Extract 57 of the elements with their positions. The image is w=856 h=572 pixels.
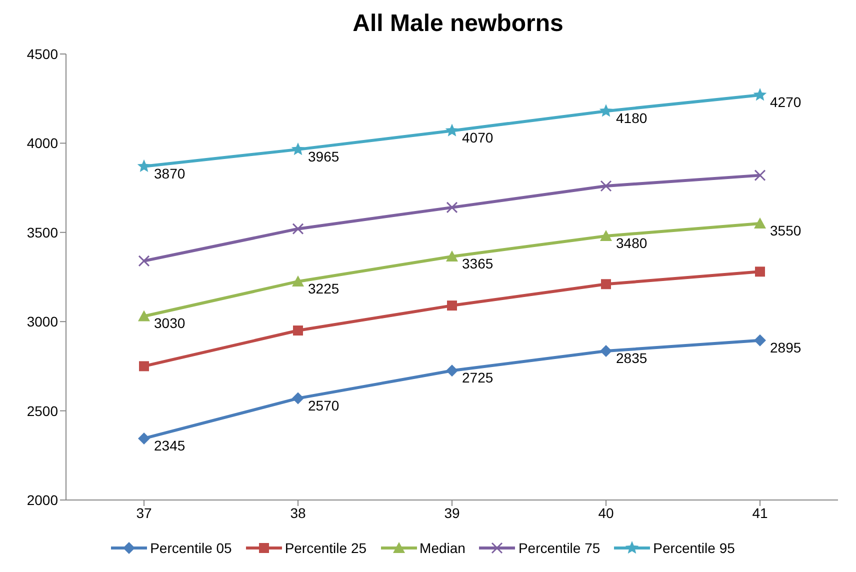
legend-label: Percentile 75 (517, 540, 600, 556)
x-tick-label: 40 (598, 504, 614, 521)
data-label: 4070 (462, 130, 494, 146)
point (754, 217, 766, 228)
point (445, 124, 459, 136)
y-tick-label: 2500 (26, 402, 58, 419)
data-label: 3550 (770, 222, 802, 238)
data-label: 4270 (770, 94, 802, 110)
point (600, 230, 612, 241)
x-tick-label: 38 (290, 504, 306, 521)
legend-label: Percentile 05 (149, 540, 232, 556)
point (291, 142, 305, 156)
point (292, 223, 304, 235)
point (754, 334, 766, 346)
data-label: 3225 (308, 280, 340, 296)
point (601, 279, 611, 290)
data-label: 3480 (616, 234, 648, 251)
data-label: 2570 (308, 397, 340, 414)
data-label: 2345 (154, 437, 186, 454)
point (447, 300, 457, 311)
y-tick-label: 4000 (26, 135, 58, 152)
data-label: 2895 (770, 339, 802, 356)
point (293, 326, 303, 336)
legend-label: Percentile 95 (652, 540, 735, 556)
point (753, 88, 767, 101)
y-tick-label: 3500 (26, 224, 58, 240)
x-tick-label: 37 (136, 504, 152, 521)
y-tick-label: 3000 (26, 314, 58, 330)
data-label: 2835 (616, 350, 648, 366)
point (755, 266, 765, 277)
y-tick-label: 2000 (26, 492, 58, 508)
x-tick-label: 39 (444, 504, 460, 521)
point (446, 202, 458, 214)
point (599, 104, 613, 117)
point (292, 392, 304, 404)
point (600, 180, 612, 192)
point (446, 364, 458, 377)
point (138, 432, 150, 444)
point (138, 310, 150, 322)
point (137, 159, 151, 172)
data-label: 3965 (308, 148, 340, 164)
point (446, 250, 458, 262)
legend-label: Median (418, 540, 466, 556)
chart-title: All Male newborns (352, 9, 564, 39)
point (754, 170, 766, 182)
data-label: 3365 (462, 255, 494, 272)
data-label: 3870 (154, 165, 186, 182)
x-tick-label: 41 (752, 504, 768, 521)
data-label: 2725 (462, 370, 494, 386)
point (139, 361, 149, 372)
point (138, 255, 150, 267)
point (292, 275, 304, 286)
data-label: 4180 (616, 110, 648, 126)
point (600, 345, 612, 358)
data-label: 3030 (154, 315, 186, 332)
y-tick-label: 4500 (26, 46, 58, 62)
legend-label: Percentile 25 (284, 540, 367, 556)
